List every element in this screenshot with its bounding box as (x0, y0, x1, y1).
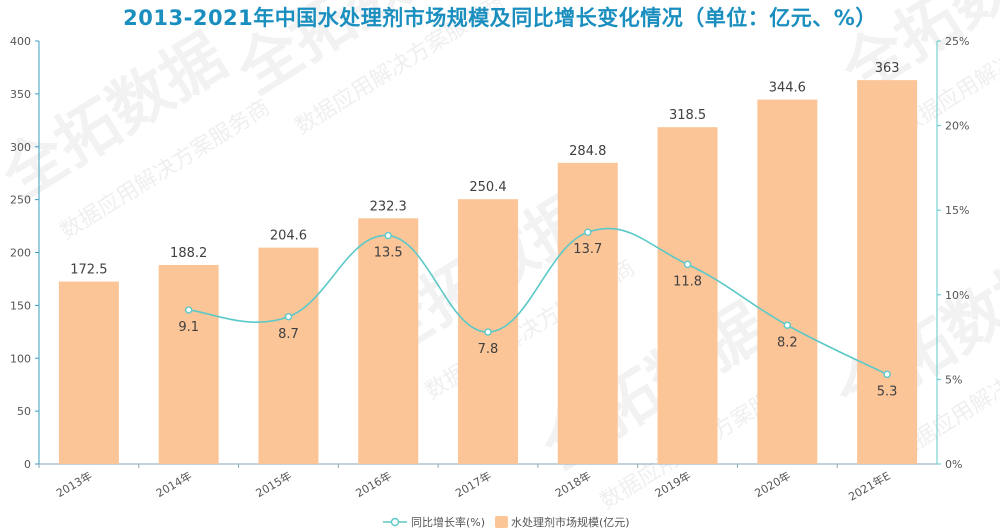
line-point (883, 370, 891, 379)
y-left-tick-label: 400 (10, 35, 31, 48)
bar-value-label: 318.5 (669, 108, 706, 123)
bar-value-label: 188.2 (170, 246, 207, 261)
x-tick-label: 2021年E (846, 468, 893, 503)
y-left-tick-label: 250 (10, 194, 31, 207)
bar (258, 247, 319, 464)
bar-series (58, 80, 918, 464)
y-left-tick-label: 50 (17, 405, 31, 418)
y-left-tick-label: 350 (10, 88, 31, 101)
line-value-label: 11.8 (673, 274, 702, 289)
legend-line-marker (390, 517, 400, 527)
x-tick-label: 2016年 (353, 468, 394, 500)
line-point (683, 260, 692, 269)
line-value-label: 8.2 (777, 335, 798, 350)
y-left-tick-label: 100 (10, 352, 31, 365)
bar (358, 218, 419, 464)
line-value-label: 9.1 (178, 320, 199, 335)
growth-line (188, 227, 888, 376)
line-point (384, 231, 392, 240)
line-point (484, 328, 492, 336)
x-tick-label: 2020年 (752, 468, 793, 500)
bar (557, 162, 618, 464)
x-tick-label: 2017年 (453, 468, 494, 500)
bar-value-label: 363 (875, 61, 900, 76)
legend-label-market-size: 水处理剂市场规模(亿元) (511, 515, 630, 529)
line-value-label: 8.7 (278, 327, 299, 342)
y-right-tick-label: 20% (945, 120, 969, 133)
y-left-tick-label: 300 (10, 141, 31, 154)
bar-value-label: 250.4 (469, 180, 506, 195)
legend: 同比增长率(%) 水处理剂市场规模(亿元) (383, 515, 630, 529)
line-point (284, 313, 293, 321)
y-right-tick-label: 0% (945, 458, 962, 471)
data-labels: 172.5 188.2 204.6 232.3 250.4 284.8 318.5 344.6… (70, 61, 899, 399)
x-tick-label: 2013年 (54, 468, 95, 500)
y-right-tick-label: 15% (945, 204, 969, 217)
line-value-label: 13.5 (374, 246, 403, 261)
x-tick-label: 2014年 (153, 468, 194, 500)
bar (58, 281, 119, 464)
line-point (184, 306, 193, 314)
y-left-tick-label: 150 (10, 299, 31, 312)
line-value-label: 13.7 (573, 242, 602, 257)
line-value-label: 7.8 (478, 342, 499, 357)
line-value-label: 5.3 (877, 384, 898, 399)
bar-value-label: 344.6 (769, 81, 806, 96)
y-right-tick-label: 25% (945, 35, 969, 48)
line-point (584, 228, 592, 236)
x-tick-label: 2015年 (253, 468, 294, 500)
y-right-tick-label: 5% (945, 373, 962, 386)
bar (757, 99, 818, 464)
bar-value-label: 232.3 (370, 199, 407, 214)
line-series (184, 227, 891, 379)
legend-label-growth: 同比增长率(%) (411, 515, 485, 529)
y-right-tick-label: 10% (945, 289, 969, 302)
bar (857, 80, 918, 464)
y-left-tick-label: 200 (10, 247, 31, 260)
bar-value-label: 284.8 (569, 144, 606, 159)
bar (158, 264, 219, 464)
chart-title: 2013-2021年中国水处理剂市场规模及同比增长变化情况（单位：亿元、%） (123, 6, 877, 30)
bar-value-label: 172.5 (70, 263, 107, 278)
y-left-tick-label: 0 (24, 458, 31, 471)
bar-value-label: 204.6 (270, 229, 307, 244)
line-point (783, 321, 792, 329)
bar (657, 127, 718, 464)
legend-bar-swatch (495, 516, 508, 528)
